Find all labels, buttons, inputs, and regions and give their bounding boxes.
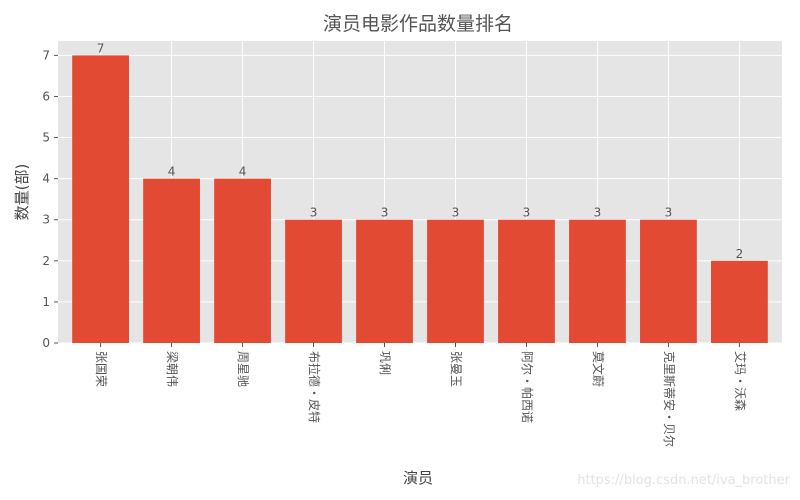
bar (285, 219, 342, 343)
data-label: 3 (381, 206, 389, 220)
y-tick-label: 5 (42, 131, 50, 145)
data-label: 4 (239, 165, 247, 179)
x-axis-label: 演员 (403, 469, 433, 487)
bar (569, 219, 626, 343)
x-tick-label: 张曼玉 (449, 351, 463, 387)
data-label: 7 (97, 41, 105, 55)
y-tick-label: 6 (42, 89, 50, 103)
data-labels: 7 4 4 3 3 3 3 3 3 2 (97, 41, 743, 260)
data-label: 2 (736, 247, 744, 261)
y-tick-label: 4 (42, 172, 50, 186)
data-label: 4 (168, 165, 176, 179)
x-tick-label: 阿尔・帕西诺 (520, 351, 535, 423)
x-tick-label: 巩俐 (378, 351, 392, 375)
bar (711, 260, 768, 343)
y-axis-label: 数量(部) (13, 164, 31, 221)
x-tick-label: 梁朝伟 (165, 351, 180, 387)
bar (640, 219, 697, 343)
data-label: 3 (452, 206, 460, 220)
y-tick-label: 2 (42, 254, 50, 268)
data-label: 3 (523, 206, 531, 220)
chart-title: 演员电影作品数量排名 (323, 13, 513, 35)
data-label: 3 (310, 206, 318, 220)
bar (143, 178, 200, 343)
bar (356, 219, 413, 343)
bar (498, 219, 555, 343)
bars (72, 55, 768, 343)
data-label: 3 (665, 206, 673, 220)
x-axis-ticks: 张国荣 梁朝伟 周星驰 布拉德・皮特 巩俐 张曼玉 阿尔・帕西诺 莫文蔚 克里斯蒂安・贝尔 艾玛・… (94, 343, 748, 447)
bar (427, 219, 484, 343)
watermark: https://blog.csdn.net/iva_brother (577, 473, 790, 488)
x-tick-label: 周星驰 (236, 351, 250, 387)
y-tick-label: 7 (42, 48, 50, 62)
x-tick-label: 艾玛・沃森 (733, 351, 748, 411)
y-tick-label: 0 (42, 336, 50, 350)
x-tick-label: 莫文蔚 (591, 351, 606, 387)
x-tick-label: 克里斯蒂安・贝尔 (662, 351, 677, 447)
x-tick-label: 布拉德・皮特 (307, 351, 322, 423)
bar (72, 55, 129, 343)
y-tick-label: 1 (42, 295, 50, 309)
bar (214, 178, 271, 343)
y-axis-ticks: 0 1 2 3 4 5 6 7 (42, 48, 58, 350)
data-label: 3 (594, 206, 602, 220)
y-tick-label: 3 (42, 213, 50, 227)
x-tick-label: 张国荣 (94, 351, 108, 387)
